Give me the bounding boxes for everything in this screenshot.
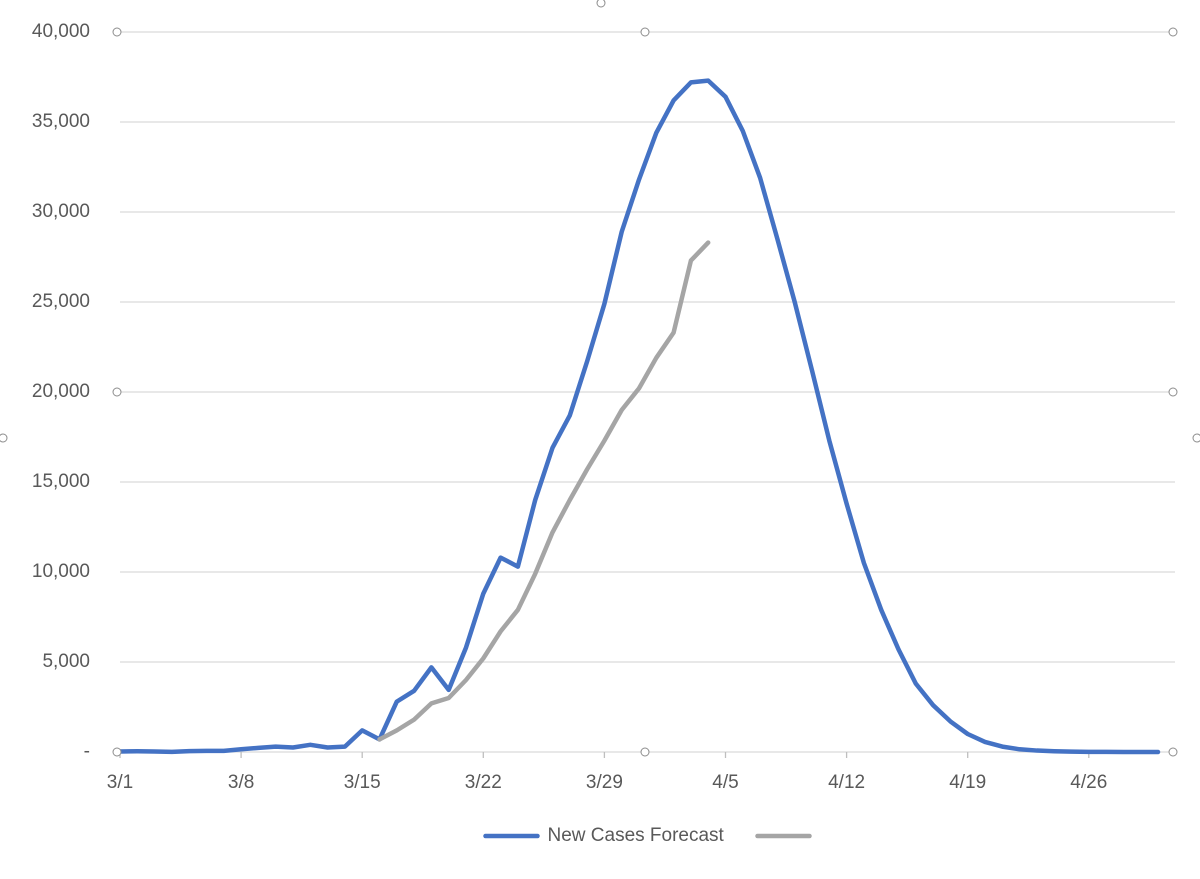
x-tick-label: 4/5 xyxy=(712,772,738,793)
x-tick-label: 3/22 xyxy=(465,772,502,793)
legend-label: New Cases Forecast xyxy=(548,825,725,846)
x-tick-label: 3/15 xyxy=(344,772,381,793)
y-tick-label: 15,000 xyxy=(32,471,90,492)
y-tick-label: 20,000 xyxy=(32,381,90,402)
selection-handles xyxy=(0,0,1200,757)
x-tick-label: 3/8 xyxy=(228,772,254,793)
y-tick-label: 25,000 xyxy=(32,291,90,312)
series-line xyxy=(117,78,1161,755)
x-tick-label: 4/26 xyxy=(1070,772,1107,793)
x-tick-label: 3/1 xyxy=(107,772,133,793)
y-tick-label: 5,000 xyxy=(42,651,90,672)
y-tick-label: - xyxy=(84,741,90,762)
series-line xyxy=(377,240,711,742)
y-tick-label: 35,000 xyxy=(32,111,90,132)
x-tick-label: 4/19 xyxy=(949,772,986,793)
x-tick-label: 4/12 xyxy=(828,772,865,793)
y-tick-label: 10,000 xyxy=(32,561,90,582)
plot: - 5,000 10,000 15,000 20,000 25,000 30,000 35,0… xyxy=(32,21,1175,846)
y-tick-label: 30,000 xyxy=(32,201,90,222)
y-tick-label: 40,000 xyxy=(32,21,90,42)
x-tick-label: 3/29 xyxy=(586,772,623,793)
